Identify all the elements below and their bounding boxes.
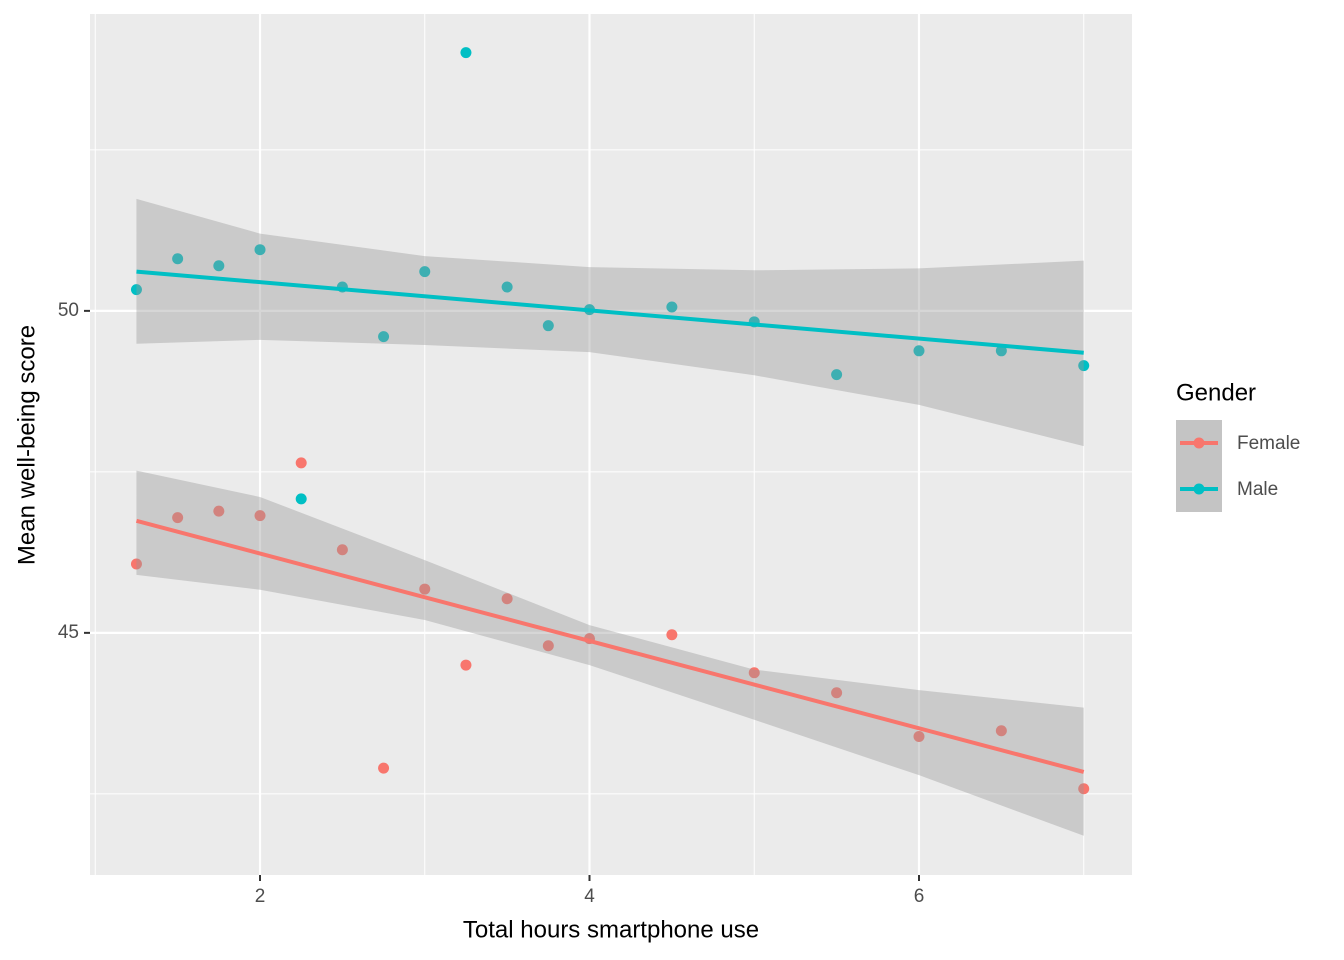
point <box>913 731 925 743</box>
point <box>542 640 554 652</box>
point <box>254 244 266 256</box>
legend-title: Gender <box>1176 379 1256 406</box>
confidence-band <box>136 470 1084 836</box>
point <box>295 493 307 505</box>
trend-line <box>135 518 1085 774</box>
legend-label: Female <box>1237 433 1300 454</box>
point <box>460 47 472 59</box>
y-axis-title: Mean well-being score <box>13 325 40 565</box>
point <box>995 345 1007 357</box>
x-axis-title: Total hours smartphone use <box>463 916 759 943</box>
point <box>213 505 225 517</box>
point <box>995 725 1007 737</box>
point <box>1078 783 1090 795</box>
point <box>913 345 925 357</box>
point <box>213 260 225 272</box>
panel <box>90 14 1132 875</box>
point <box>831 369 843 381</box>
legend-point <box>1193 483 1205 495</box>
trend-line <box>136 269 1084 355</box>
point <box>419 583 431 595</box>
point <box>378 331 390 343</box>
point <box>460 659 472 671</box>
legend-label: Male <box>1237 479 1278 500</box>
point <box>130 284 142 296</box>
y-tick-label: 45 <box>58 622 79 643</box>
point <box>831 687 843 699</box>
legend-point <box>1193 437 1205 449</box>
point <box>542 320 554 332</box>
point <box>501 593 513 605</box>
point <box>295 457 307 469</box>
point <box>666 301 678 313</box>
point <box>501 281 513 293</box>
point <box>130 558 142 570</box>
point <box>748 667 760 679</box>
point <box>336 544 348 556</box>
point <box>666 629 678 641</box>
point <box>172 512 184 524</box>
x-tick-label: 6 <box>914 886 925 907</box>
y-tick-label: 50 <box>58 300 79 321</box>
point <box>419 266 431 278</box>
x-tick-label: 4 <box>584 886 595 907</box>
point <box>172 253 184 265</box>
point <box>254 510 266 522</box>
point <box>1078 360 1090 372</box>
x-tick-label: 2 <box>255 886 266 907</box>
point <box>378 762 390 774</box>
confidence-band <box>136 198 1084 447</box>
